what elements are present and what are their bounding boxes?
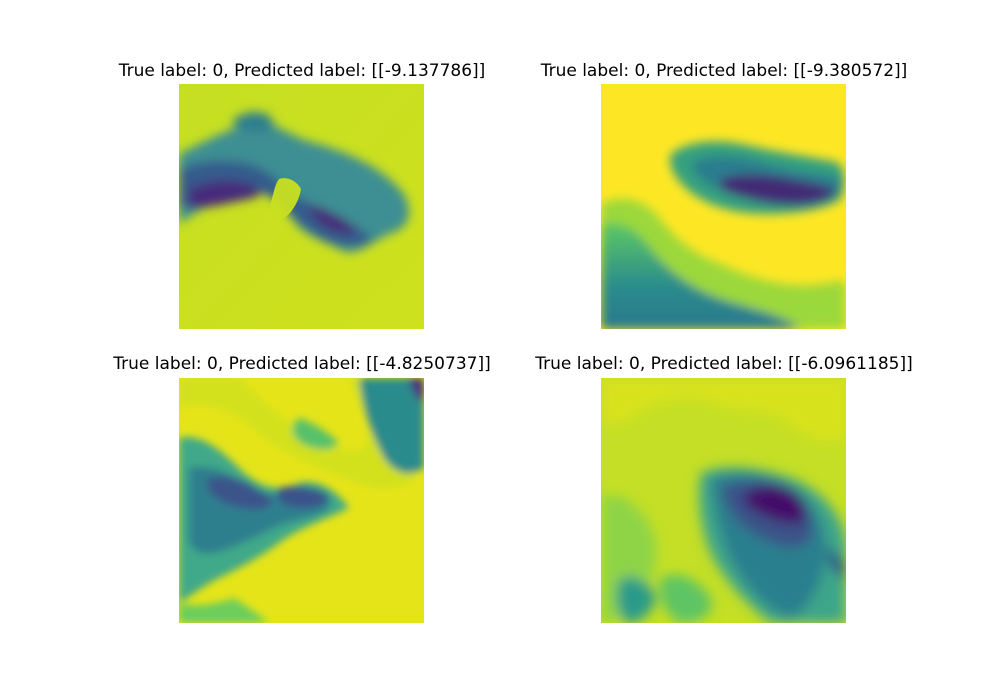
panel-image-3 xyxy=(179,378,424,623)
heatmap-image-4 xyxy=(601,378,846,623)
panel-title-4: True label: 0, Predicted label: [[-6.096… xyxy=(535,354,913,374)
panel-image-2 xyxy=(601,84,846,329)
panel-image-1 xyxy=(179,84,424,329)
panel-title-1: True label: 0, Predicted label: [[-9.137… xyxy=(118,61,486,81)
panel-title-3: True label: 0, Predicted label: [[-4.825… xyxy=(113,354,491,374)
heatmap-image-2 xyxy=(601,84,846,329)
heatmap-image-1 xyxy=(179,84,424,329)
panel-image-4 xyxy=(601,378,846,623)
panel-title-2: True label: 0, Predicted label: [[-9.380… xyxy=(540,61,908,81)
heatmap-image-3 xyxy=(179,378,424,623)
